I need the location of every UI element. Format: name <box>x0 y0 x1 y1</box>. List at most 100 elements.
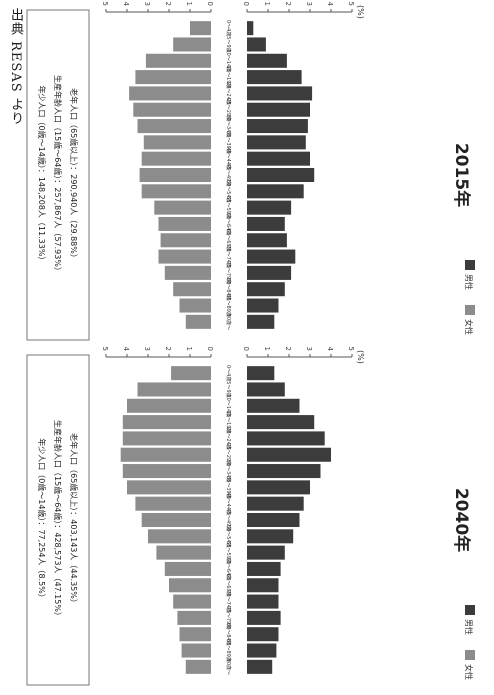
age-group-label: 15〜19歳 <box>225 66 232 89</box>
female-bar <box>156 545 211 560</box>
age-group-label: 50〜54歳 <box>225 180 232 203</box>
male-bar <box>246 529 294 544</box>
unit-label: (%) <box>356 350 365 364</box>
male-bar <box>247 594 279 609</box>
age-group-label: 60〜64歳 <box>225 213 232 236</box>
female-axis-tick-label: 4 <box>122 347 130 352</box>
male-bar <box>247 610 281 625</box>
male-bar <box>247 512 300 528</box>
female-axis-tick-label: 1 <box>185 347 193 351</box>
age-group-label: 80〜84歳 <box>225 623 232 646</box>
age-group-label: 10〜14歳 <box>225 394 232 417</box>
age-group-label: 70〜74歳 <box>225 245 232 268</box>
female-axis-tick-label: 2 <box>164 2 172 6</box>
chart-title: 2015年 <box>451 143 472 207</box>
summary-line: 年少人口（0歳〜14歳）：77,254人（8.5%） <box>37 438 47 602</box>
source-note: 出典 RESAS より <box>8 8 23 126</box>
female-bar <box>164 265 211 280</box>
female-bar <box>137 119 211 134</box>
male-bar <box>247 102 310 117</box>
chart-title: 2040年 <box>451 488 472 552</box>
age-group-label: 0〜4歳 <box>225 20 232 36</box>
male-bar <box>247 70 302 85</box>
male-axis-tick-label: 0 <box>242 2 250 6</box>
male-bar <box>247 480 310 495</box>
female-bar <box>127 480 211 495</box>
age-group-label: 35〜39歳 <box>225 476 232 499</box>
female-bar <box>177 610 211 625</box>
age-group-label: 35〜39歳 <box>225 131 232 154</box>
female-bar <box>127 398 211 413</box>
female-bar <box>145 53 211 68</box>
male-bar <box>247 578 279 593</box>
female-bar <box>137 382 211 397</box>
female-bar <box>141 151 211 166</box>
male-axis-tick-label: 5 <box>347 347 355 351</box>
male-bar <box>246 37 266 52</box>
male-axis-tick-label: 3 <box>305 347 313 351</box>
female-axis-tick-label: 1 <box>185 2 193 6</box>
age-group-label: 25〜29歳 <box>225 443 232 466</box>
age-group-label: 30〜34歳 <box>225 460 232 483</box>
male-bar <box>247 464 321 479</box>
summary-line: 生産年齢人口（15歳〜64歳）：257,867人（57.93%） <box>53 75 63 275</box>
male-bar <box>246 184 304 199</box>
male-axis-tick-label: 2 <box>284 347 292 351</box>
legend-swatch-male <box>465 260 475 270</box>
male-axis-tick-label: 1 <box>263 347 271 351</box>
female-bar <box>185 659 211 674</box>
male-bar <box>247 86 313 101</box>
age-group-label: 70〜74歳 <box>225 590 232 613</box>
female-bar <box>122 431 211 446</box>
female-bar <box>171 366 211 381</box>
summary-line: 老年人口（65歳以上）：403,143人（44.35%） <box>69 433 79 607</box>
female-bar <box>133 102 211 117</box>
female-axis-tick-label: 0 <box>206 347 214 351</box>
female-bar <box>154 200 211 215</box>
female-bar <box>122 464 211 479</box>
age-group-label: 80〜84歳 <box>225 278 232 301</box>
male-bar <box>246 119 308 134</box>
male-bar <box>247 151 310 166</box>
male-bar <box>247 398 300 413</box>
female-bar <box>169 578 211 593</box>
male-bar <box>247 282 285 297</box>
male-axis-tick-label: 2 <box>284 2 292 6</box>
age-group-label: 75〜79歳 <box>225 607 232 630</box>
male-bar <box>247 249 296 264</box>
legend-swatch-male <box>465 605 475 615</box>
summary-box <box>26 354 90 686</box>
male-axis-tick-label: 1 <box>263 2 271 6</box>
female-bar <box>179 627 211 642</box>
female-bar <box>143 135 211 150</box>
female-bar <box>158 249 211 264</box>
female-bar <box>148 529 211 544</box>
male-axis-tick-label: 5 <box>347 2 355 6</box>
summary-box <box>26 9 90 341</box>
female-bar <box>179 298 211 313</box>
male-bar <box>247 545 285 560</box>
age-group-label: 20〜24歳 <box>225 427 232 450</box>
female-axis-tick-label: 3 <box>143 347 151 351</box>
female-bar <box>164 561 211 576</box>
age-group-label: 30〜34歳 <box>225 115 232 138</box>
male-bar <box>247 561 281 576</box>
male-bar <box>247 167 315 183</box>
summary-line: 老年人口（65歳以上）：290,940人（29.88%） <box>69 88 79 262</box>
male-bar <box>247 431 325 446</box>
female-bar <box>122 415 211 430</box>
female-axis-tick-label: 5 <box>101 347 109 351</box>
unit-label: (%) <box>356 5 365 19</box>
female-bar <box>141 512 211 528</box>
male-axis-tick-label: 3 <box>305 2 313 6</box>
age-group-label: 5〜9歳 <box>225 36 232 52</box>
female-axis-tick-label: 0 <box>206 2 214 6</box>
age-group-label: 15〜19歳 <box>225 411 232 434</box>
age-group-label: 65〜69歳 <box>225 574 232 597</box>
female-bar <box>173 37 211 52</box>
